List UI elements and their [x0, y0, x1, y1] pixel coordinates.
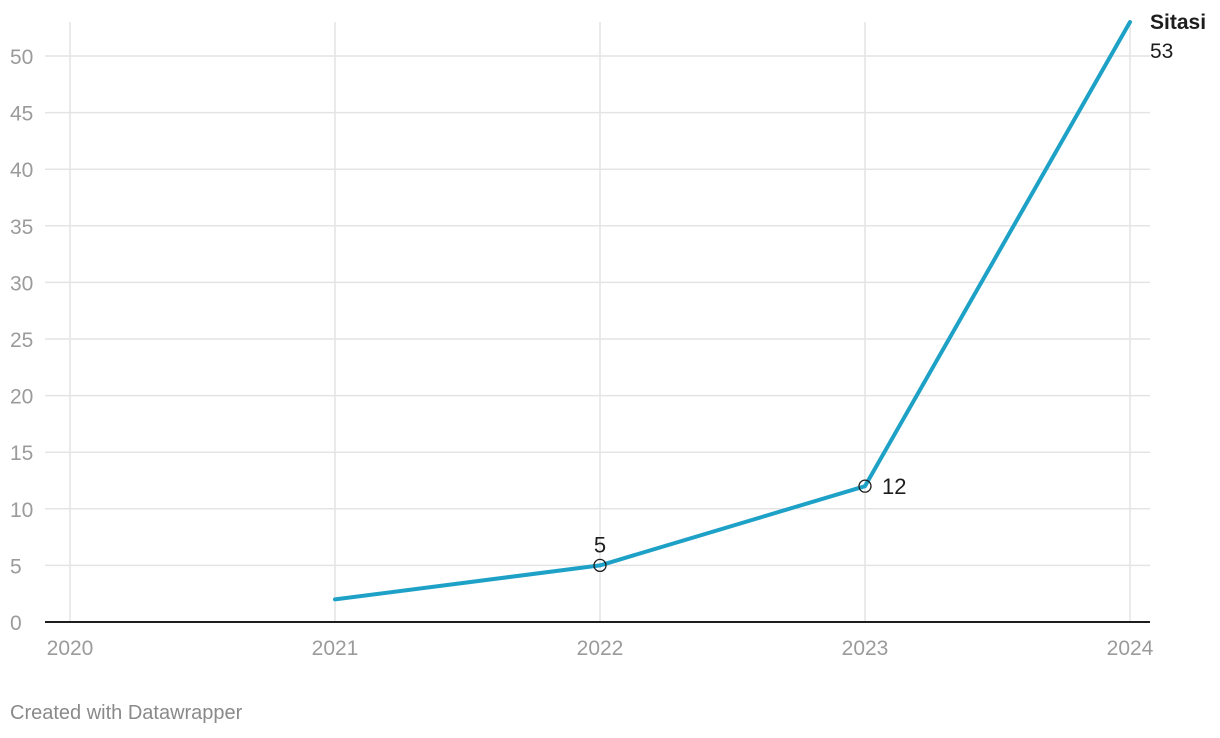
y-tick-label: 45 — [10, 103, 33, 126]
x-tick-label: 2021 — [312, 637, 359, 660]
x-tick-label: 2020 — [47, 637, 94, 660]
x-tick-label: 2022 — [577, 637, 624, 660]
horizontal-gridlines — [45, 55, 1150, 567]
y-tick-label: 20 — [10, 386, 33, 409]
y-tick-label: 10 — [10, 499, 33, 522]
x-tick-label: 2023 — [842, 637, 889, 660]
data-point-marker-2023 — [858, 479, 872, 493]
y-tick-label: 25 — [10, 329, 33, 352]
data-value-labels: 5 12 — [594, 474, 907, 557]
series-end-value-label: 53 — [1150, 40, 1173, 63]
data-point-marker-2022 — [593, 558, 607, 573]
y-tick-label: 0 — [10, 612, 22, 635]
series-name-label: Sitasi — [1150, 11, 1206, 34]
attribution-footer: Created with Datawrapper — [10, 702, 243, 724]
y-tick-label: 30 — [10, 272, 33, 295]
data-point-markers — [593, 479, 872, 573]
y-tick-label: 5 — [10, 555, 22, 578]
y-tick-label: 35 — [10, 216, 33, 239]
x-tick-label: 2024 — [1107, 637, 1154, 660]
y-axis-tick-labels: 0 5 10 15 20 25 30 35 40 45 50 — [10, 46, 33, 635]
series-line-sitasi — [333, 20, 1132, 602]
data-label-2023: 12 — [882, 474, 906, 499]
data-label-2022: 5 — [594, 532, 606, 557]
vertical-gridlines — [69, 22, 1131, 622]
x-axis-tick-labels: 2020 2021 2022 2023 2024 — [47, 637, 1154, 660]
y-tick-label: 50 — [10, 46, 33, 69]
y-tick-label: 15 — [10, 442, 33, 465]
y-tick-label: 40 — [10, 159, 33, 182]
